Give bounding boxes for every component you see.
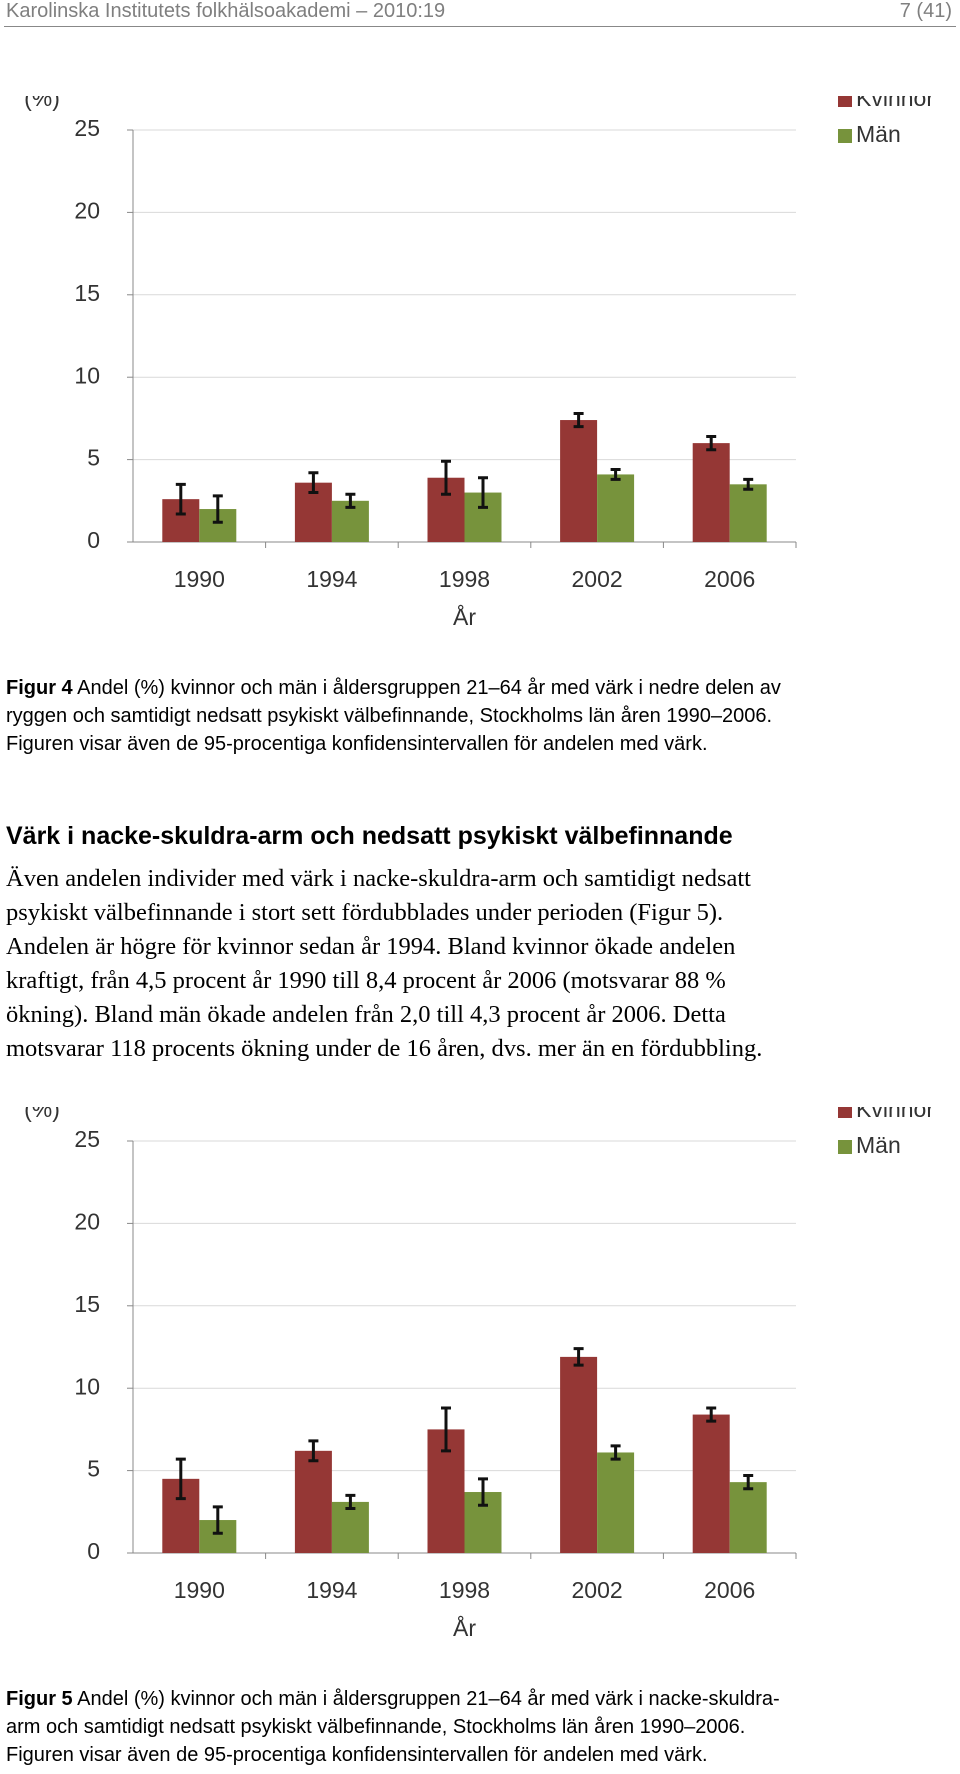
bar — [597, 474, 635, 542]
error-bar — [175, 482, 186, 516]
header-rule — [4, 26, 956, 27]
legend-label: Kvinnor — [856, 96, 934, 111]
caption-line: Figuren visar även de 95-procentiga konf… — [6, 730, 781, 758]
x-tick-label: 1994 — [306, 1577, 357, 1603]
paragraph-line: Även andelen individer med värk i nacke-… — [6, 865, 751, 892]
caption-text: ryggen och samtidigt nedsatt psykiskt vä… — [6, 705, 773, 727]
legend-swatch — [838, 1107, 852, 1118]
bar — [692, 443, 730, 542]
error-bar — [441, 459, 451, 496]
y-tick-label: 10 — [74, 362, 100, 388]
error-bar — [706, 1406, 717, 1423]
paragraph-line: motsvarar 118 procents ökning under de 1… — [6, 1035, 763, 1062]
y-tick-label: 10 — [74, 1373, 100, 1399]
section-heading: Värk i nacke-skuldra-arm och nedsatt psy… — [6, 822, 733, 850]
y-tick-label: 5 — [87, 1456, 100, 1482]
bar — [560, 1356, 598, 1553]
error-bar — [610, 467, 621, 481]
caption-line: ryggen och samtidigt nedsatt psykiskt vä… — [6, 702, 781, 730]
bar — [294, 1450, 332, 1553]
x-tick-label: 1990 — [174, 1577, 225, 1603]
bar — [331, 1501, 369, 1553]
caption-line: Figur 4 Andel (%) kvinnor och män i ålde… — [6, 674, 781, 702]
bar — [597, 1452, 635, 1553]
error-bar — [175, 1457, 186, 1501]
error-bar — [345, 492, 356, 509]
legend-label: Män — [856, 1132, 901, 1158]
caption-line: Figur 5 Andel (%) kvinnor och män i ålde… — [6, 1685, 780, 1713]
paragraph-line: ökning). Bland män ökade andelen från 2,… — [6, 1001, 726, 1028]
chart: 0 5 10 15 20 25 (%) År 1990 1994 1998 2002 2006 Kvinn… — [24, 96, 934, 630]
x-tick-label: 2006 — [704, 1577, 755, 1603]
error-bar — [573, 411, 584, 429]
error-bar — [743, 477, 754, 491]
legend-swatch — [838, 96, 852, 107]
caption-line: Figuren visar även de 95-procentiga konf… — [6, 1741, 780, 1769]
bar — [692, 1414, 730, 1553]
error-bar — [478, 476, 488, 509]
x-tick-label: 2002 — [572, 566, 623, 592]
bar — [560, 420, 598, 542]
caption-label: Figur 5 — [6, 1688, 73, 1710]
error-bar — [706, 435, 717, 452]
error-bar — [212, 1505, 223, 1535]
y-tick-label: 25 — [74, 115, 100, 141]
caption-text: Andel (%) kvinnor och män i åldersgruppe… — [77, 677, 781, 699]
y-tick-label: 25 — [74, 1126, 100, 1152]
caption-text: Figuren visar även de 95-procentiga konf… — [6, 733, 708, 755]
x-axis-label: År — [453, 603, 476, 630]
error-bar — [610, 1444, 621, 1461]
x-axis-label: År — [453, 1614, 476, 1641]
caption: Figur 5 Andel (%) kvinnor och män i ålde… — [6, 1685, 780, 1769]
caption: Figur 4 Andel (%) kvinnor och män i ålde… — [6, 674, 781, 758]
bar — [729, 484, 767, 542]
error-bar — [345, 1493, 356, 1511]
caption-text: Figuren visar även de 95-procentiga konf… — [6, 1744, 708, 1766]
error-bar — [573, 1347, 584, 1367]
header-right: 7 (41) — [899, 0, 952, 22]
x-tick-label: 2002 — [572, 1577, 623, 1603]
y-tick-label: 15 — [74, 1291, 100, 1317]
caption-text: Andel (%) kvinnor och män i åldersgruppe… — [77, 1688, 780, 1710]
x-tick-label: 1998 — [439, 566, 490, 592]
paragraph-line: kraftigt, från 4,5 procent år 1990 till … — [6, 967, 726, 994]
y-tick-label: 15 — [74, 280, 100, 306]
legend-label: Kvinnor — [856, 1107, 934, 1122]
y-tick-label: 5 — [87, 445, 100, 471]
error-bar — [478, 1477, 488, 1507]
caption-label: Figur 4 — [6, 677, 73, 699]
bar — [729, 1482, 767, 1553]
chart: 0 5 10 15 20 25 (%) År 1990 1994 1998 2002 2006 Kvinn… — [24, 1107, 934, 1641]
y-tick-label: 20 — [74, 1208, 100, 1234]
y-axis-label: (%) — [24, 96, 60, 111]
error-bar — [743, 1474, 754, 1491]
error-bar — [212, 494, 223, 524]
y-tick-label: 0 — [87, 527, 100, 553]
header-left: Karolinska Institutets folkhälsoakademi … — [6, 0, 446, 22]
paragraph-line: Andelen är högre för kvinnor sedan år 19… — [6, 933, 736, 960]
x-tick-label: 2006 — [704, 566, 755, 592]
legend-label: Män — [856, 121, 901, 147]
paragraph: Även andelen individer med värk i nacke-… — [6, 862, 762, 1066]
y-tick-label: 0 — [87, 1538, 100, 1564]
legend-swatch — [838, 1140, 852, 1154]
paragraph-line: psykiskt välbefinnande i stort sett förd… — [6, 899, 724, 926]
x-tick-label: 1994 — [306, 566, 357, 592]
error-bar — [308, 471, 319, 495]
legend-swatch — [838, 129, 852, 143]
error-bar — [308, 1439, 319, 1463]
error-bar — [441, 1406, 451, 1453]
caption-text: arm och samtidigt nedsatt psykiskt välbe… — [6, 1716, 746, 1738]
y-axis-label: (%) — [24, 1107, 60, 1122]
x-tick-label: 1998 — [439, 1577, 490, 1603]
caption-line: arm och samtidigt nedsatt psykiskt välbe… — [6, 1713, 780, 1741]
y-tick-label: 20 — [74, 197, 100, 223]
x-tick-label: 1990 — [174, 566, 225, 592]
